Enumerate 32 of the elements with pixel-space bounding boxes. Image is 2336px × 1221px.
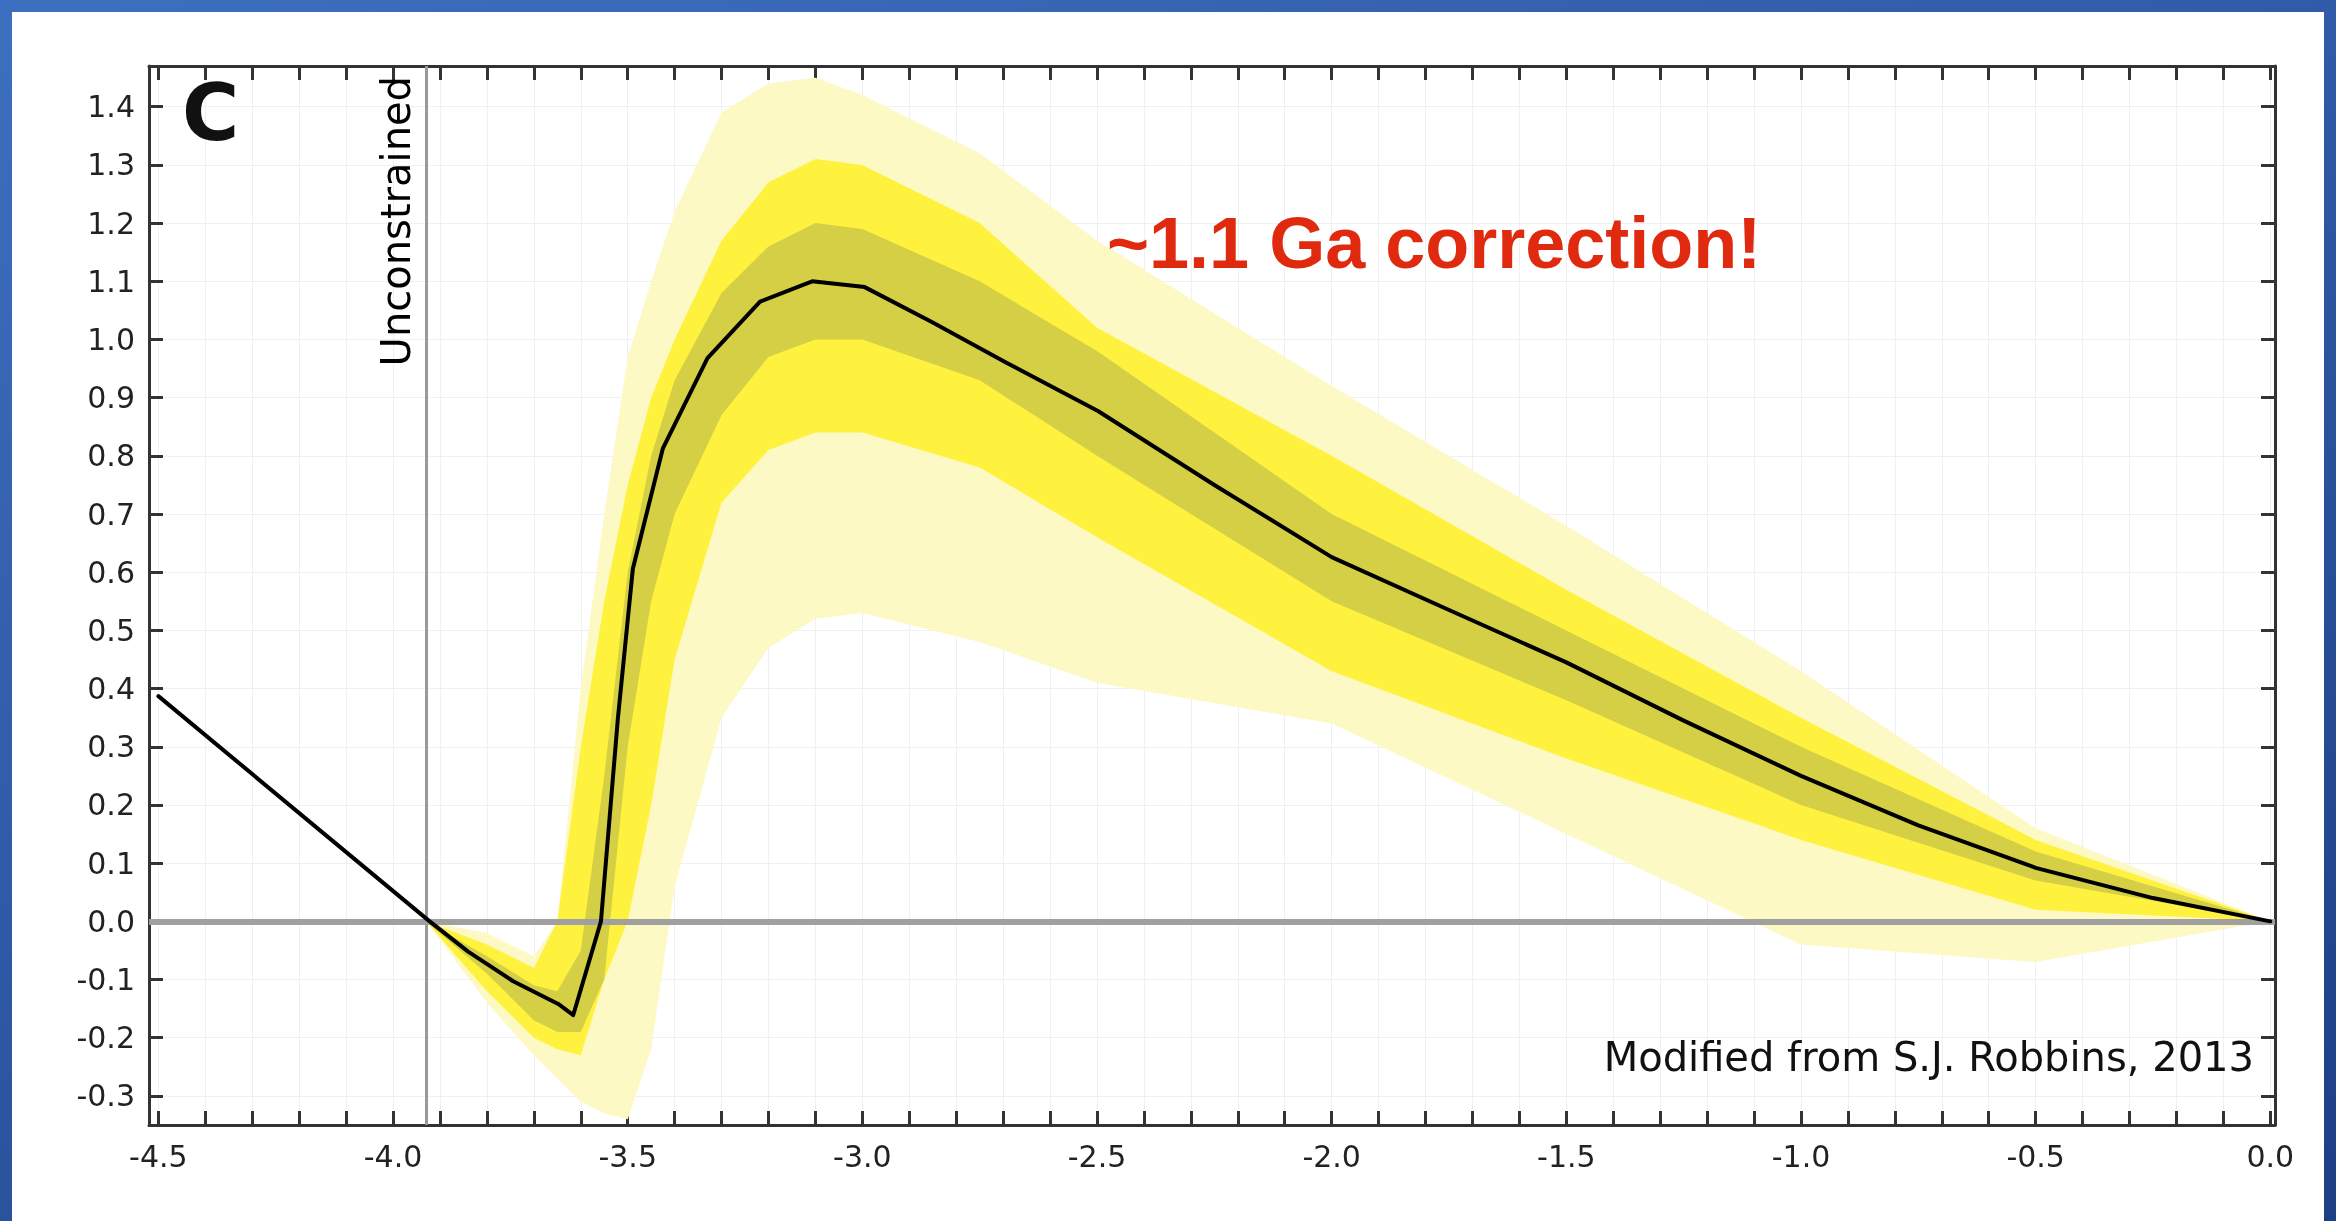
annotation: ~1.1 Ga correction! bbox=[1107, 203, 1762, 283]
y-tick-label: 0.1 bbox=[87, 845, 135, 881]
y-tick-label: 1.2 bbox=[87, 205, 135, 241]
ref-line-label: Unconstrained bbox=[372, 76, 419, 367]
annotation: Modified from S.J. Robbins, 2013 bbox=[1603, 1034, 2254, 1080]
y-tick-label: -0.3 bbox=[76, 1078, 135, 1114]
x-tick-label: -0.5 bbox=[2006, 1138, 2065, 1174]
x-tick-label: -3.0 bbox=[833, 1138, 892, 1174]
x-tick-label: -2.0 bbox=[1302, 1138, 1361, 1174]
y-tick-label: 1.3 bbox=[87, 147, 135, 183]
x-tick-label: -2.5 bbox=[1067, 1138, 1127, 1174]
y-tick-label: 0.7 bbox=[87, 496, 135, 532]
y-tick-label: 0.2 bbox=[87, 787, 135, 823]
x-tick-label: -1.0 bbox=[1771, 1138, 1831, 1174]
y-tick-label: 0.8 bbox=[87, 438, 135, 474]
y-tick-label: 0.4 bbox=[87, 671, 135, 707]
y-tick-label: 0.0 bbox=[87, 903, 135, 939]
y-tick-label: 0.6 bbox=[87, 554, 135, 590]
y-tick-label: 1.4 bbox=[87, 89, 135, 125]
x-tick-label: -1.5 bbox=[1537, 1138, 1596, 1174]
y-tick-label: 1.0 bbox=[87, 321, 135, 357]
x-tick-label: -4.5 bbox=[129, 1138, 188, 1174]
y-tick-label: 0.9 bbox=[87, 380, 135, 416]
y-tick-label: -0.2 bbox=[76, 1020, 135, 1056]
y-tick-label: 0.3 bbox=[87, 729, 135, 765]
x-tick-label: 0.0 bbox=[2246, 1138, 2295, 1174]
annotation: C bbox=[182, 68, 240, 158]
x-tick-label: -4.0 bbox=[363, 1138, 423, 1174]
x-tick-label: -3.5 bbox=[598, 1138, 657, 1174]
y-tick-label: 0.5 bbox=[87, 612, 135, 648]
y-tick-label: -0.1 bbox=[76, 962, 135, 998]
y-tick-label: 1.1 bbox=[87, 263, 135, 299]
